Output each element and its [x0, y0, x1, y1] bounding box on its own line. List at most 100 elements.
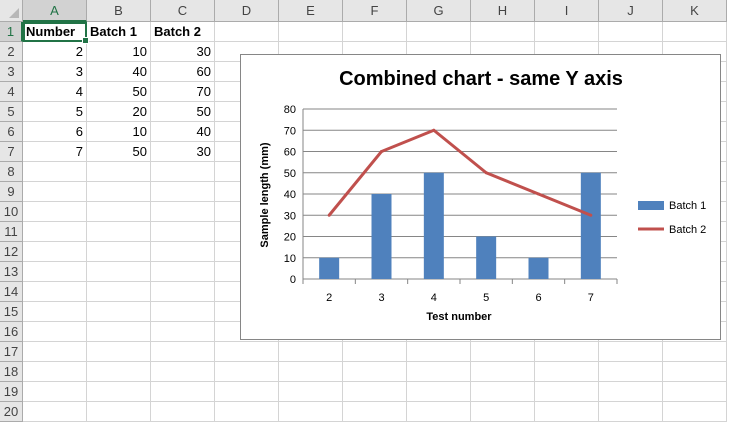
- cell-d19[interactable]: [215, 382, 279, 402]
- row-header-17[interactable]: 17: [0, 342, 23, 362]
- cell-d18[interactable]: [215, 362, 279, 382]
- cell-h17[interactable]: [471, 342, 535, 362]
- cell-c7[interactable]: 30: [151, 142, 215, 162]
- cell-a19[interactable]: [23, 382, 87, 402]
- cell-j18[interactable]: [599, 362, 663, 382]
- cell-g17[interactable]: [407, 342, 471, 362]
- cell-b16[interactable]: [87, 322, 151, 342]
- cell-j1[interactable]: [599, 22, 663, 42]
- cell-i1[interactable]: [535, 22, 599, 42]
- cell-b6[interactable]: 10: [87, 122, 151, 142]
- cell-b20[interactable]: [87, 402, 151, 422]
- cell-c17[interactable]: [151, 342, 215, 362]
- cell-k20[interactable]: [663, 402, 727, 422]
- row-header-13[interactable]: 13: [0, 262, 23, 282]
- cell-j20[interactable]: [599, 402, 663, 422]
- row-header-5[interactable]: 5: [0, 102, 23, 122]
- cell-g1[interactable]: [407, 22, 471, 42]
- cell-b7[interactable]: 50: [87, 142, 151, 162]
- cell-a2[interactable]: 2: [23, 42, 87, 62]
- cell-c13[interactable]: [151, 262, 215, 282]
- row-header-18[interactable]: 18: [0, 362, 23, 382]
- cell-h1[interactable]: [471, 22, 535, 42]
- cell-b3[interactable]: 40: [87, 62, 151, 82]
- row-header-9[interactable]: 9: [0, 182, 23, 202]
- cell-k18[interactable]: [663, 362, 727, 382]
- cell-b17[interactable]: [87, 342, 151, 362]
- cell-a11[interactable]: [23, 222, 87, 242]
- cell-a6[interactable]: 6: [23, 122, 87, 142]
- cell-a8[interactable]: [23, 162, 87, 182]
- cell-c8[interactable]: [151, 162, 215, 182]
- row-header-19[interactable]: 19: [0, 382, 23, 402]
- column-header-g[interactable]: G: [407, 0, 471, 22]
- row-header-16[interactable]: 16: [0, 322, 23, 342]
- cell-b12[interactable]: [87, 242, 151, 262]
- cell-b11[interactable]: [87, 222, 151, 242]
- cell-a7[interactable]: 7: [23, 142, 87, 162]
- cell-e17[interactable]: [279, 342, 343, 362]
- cell-c15[interactable]: [151, 302, 215, 322]
- cell-f20[interactable]: [343, 402, 407, 422]
- cell-a3[interactable]: 3: [23, 62, 87, 82]
- cell-c10[interactable]: [151, 202, 215, 222]
- column-header-j[interactable]: J: [599, 0, 663, 22]
- cell-a17[interactable]: [23, 342, 87, 362]
- column-header-f[interactable]: F: [343, 0, 407, 22]
- cell-c11[interactable]: [151, 222, 215, 242]
- cell-a1[interactable]: Number: [23, 22, 89, 44]
- cell-a12[interactable]: [23, 242, 87, 262]
- row-header-14[interactable]: 14: [0, 282, 23, 302]
- cell-j19[interactable]: [599, 382, 663, 402]
- cell-c9[interactable]: [151, 182, 215, 202]
- cell-f19[interactable]: [343, 382, 407, 402]
- row-header-1[interactable]: 1: [0, 22, 23, 42]
- cell-a14[interactable]: [23, 282, 87, 302]
- row-header-6[interactable]: 6: [0, 122, 23, 142]
- cell-b13[interactable]: [87, 262, 151, 282]
- cell-c4[interactable]: 70: [151, 82, 215, 102]
- column-header-b[interactable]: B: [87, 0, 151, 22]
- cell-c18[interactable]: [151, 362, 215, 382]
- cell-b4[interactable]: 50: [87, 82, 151, 102]
- row-header-4[interactable]: 4: [0, 82, 23, 102]
- cell-a5[interactable]: 5: [23, 102, 87, 122]
- column-header-h[interactable]: H: [471, 0, 535, 22]
- row-header-20[interactable]: 20: [0, 402, 23, 422]
- cell-k16[interactable]: [663, 322, 727, 342]
- cell-a13[interactable]: [23, 262, 87, 282]
- cell-b18[interactable]: [87, 362, 151, 382]
- column-header-e[interactable]: E: [279, 0, 343, 22]
- cell-f17[interactable]: [343, 342, 407, 362]
- cell-b2[interactable]: 10: [87, 42, 151, 62]
- select-all-corner[interactable]: [0, 0, 23, 22]
- row-header-11[interactable]: 11: [0, 222, 23, 242]
- cell-c1[interactable]: Batch 2: [151, 22, 215, 42]
- cell-b1[interactable]: Batch 1: [87, 22, 151, 42]
- row-header-8[interactable]: 8: [0, 162, 23, 182]
- cell-a18[interactable]: [23, 362, 87, 382]
- cell-h19[interactable]: [471, 382, 535, 402]
- cell-e1[interactable]: [279, 22, 343, 42]
- cell-c14[interactable]: [151, 282, 215, 302]
- cell-i19[interactable]: [535, 382, 599, 402]
- cell-d1[interactable]: [215, 22, 279, 42]
- combined-chart[interactable]: Combined chart - same Y axis 0 10 20 30 40 50…: [240, 54, 721, 340]
- cell-e20[interactable]: [279, 402, 343, 422]
- row-header-10[interactable]: 10: [0, 202, 23, 222]
- cell-a9[interactable]: [23, 182, 87, 202]
- cell-a10[interactable]: [23, 202, 87, 222]
- cell-k17[interactable]: [663, 342, 727, 362]
- cell-b15[interactable]: [87, 302, 151, 322]
- cell-e19[interactable]: [279, 382, 343, 402]
- cell-c6[interactable]: 40: [151, 122, 215, 142]
- cell-d17[interactable]: [215, 342, 279, 362]
- cell-j17[interactable]: [599, 342, 663, 362]
- cell-b9[interactable]: [87, 182, 151, 202]
- column-header-k[interactable]: K: [663, 0, 727, 22]
- cell-k1[interactable]: [663, 22, 727, 42]
- cell-f1[interactable]: [343, 22, 407, 42]
- column-header-a[interactable]: A: [23, 0, 87, 22]
- cell-h20[interactable]: [471, 402, 535, 422]
- cell-a20[interactable]: [23, 402, 87, 422]
